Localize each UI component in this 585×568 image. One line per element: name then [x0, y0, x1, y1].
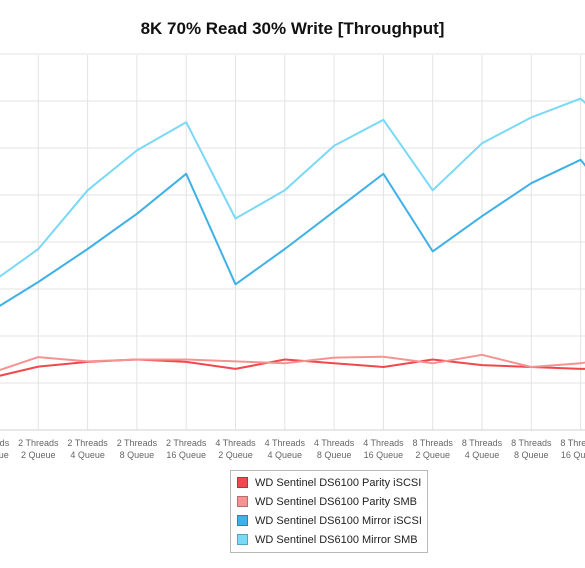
series-line [0, 97, 585, 278]
legend-item: WD Sentinel DS6100 Parity SMB [231, 492, 427, 511]
x-tick-label: 8 Queue [120, 450, 155, 460]
x-tick-label: 16 Queue [166, 450, 206, 460]
legend-swatch [237, 534, 248, 545]
x-tick-label: 2 Queue [21, 450, 56, 460]
x-tick-label: 8 Threads [413, 438, 454, 448]
legend-item: WD Sentinel DS6100 Mirror iSCSI [231, 511, 427, 530]
series-line [0, 353, 585, 371]
legend-label: WD Sentinel DS6100 Parity SMB [255, 495, 418, 508]
x-tick-label: 4 Queue [465, 450, 500, 460]
legend-item: WD Sentinel DS6100 Parity iSCSI [231, 473, 427, 492]
x-tick-label: 2 Threads [67, 438, 108, 448]
x-tick-label: 16 Queue [0, 450, 9, 460]
x-tick-label: 4 Threads [265, 438, 306, 448]
legend-label: WD Sentinel DS6100 Mirror SMB [255, 533, 418, 546]
x-tick-label: 2 Threads [117, 438, 158, 448]
x-tick-label: 8 Queue [514, 450, 549, 460]
x-tick-label: 8 Threads [511, 438, 552, 448]
legend: WD Sentinel DS6100 Parity iSCSI WD Senti… [230, 470, 428, 553]
x-tick-label: 8 Threads [462, 438, 503, 448]
series-lines [0, 97, 585, 377]
legend-swatch [237, 477, 248, 488]
legend-swatch [237, 496, 248, 507]
legend-label: WD Sentinel DS6100 Mirror iSCSI [255, 514, 422, 527]
legend-swatch [237, 515, 248, 526]
legend-label: WD Sentinel DS6100 Parity iSCSI [255, 476, 422, 489]
x-tick-label: 8 Queue [317, 450, 352, 460]
x-tick-label: 16 Queue [561, 450, 585, 460]
series-line [0, 158, 585, 307]
x-tick-label: 2 Threads [166, 438, 207, 448]
x-tick-label: 2 Queue [218, 450, 253, 460]
x-tick-label: 4 Queue [70, 450, 105, 460]
x-tick-label: 4 Threads [314, 438, 355, 448]
x-tick-label: 4 Threads [363, 438, 404, 448]
legend-item: WD Sentinel DS6100 Mirror SMB [231, 530, 427, 549]
chart-title: 8K 70% Read 30% Write [Throughput] [140, 19, 445, 38]
x-tick-label: 1 Threads [0, 438, 10, 448]
x-tick-label: 2 Threads [18, 438, 59, 448]
x-tick-label: 4 Threads [215, 438, 256, 448]
x-tick-labels: 1 Threads 16 Queue 2 Threads 2 Queue 2 Threa… [0, 438, 585, 460]
x-tick-label: 2 Queue [415, 450, 450, 460]
x-tick-label: 4 Queue [268, 450, 303, 460]
x-tick-label: 8 Threads [560, 438, 585, 448]
x-tick-label: 16 Queue [364, 450, 404, 460]
